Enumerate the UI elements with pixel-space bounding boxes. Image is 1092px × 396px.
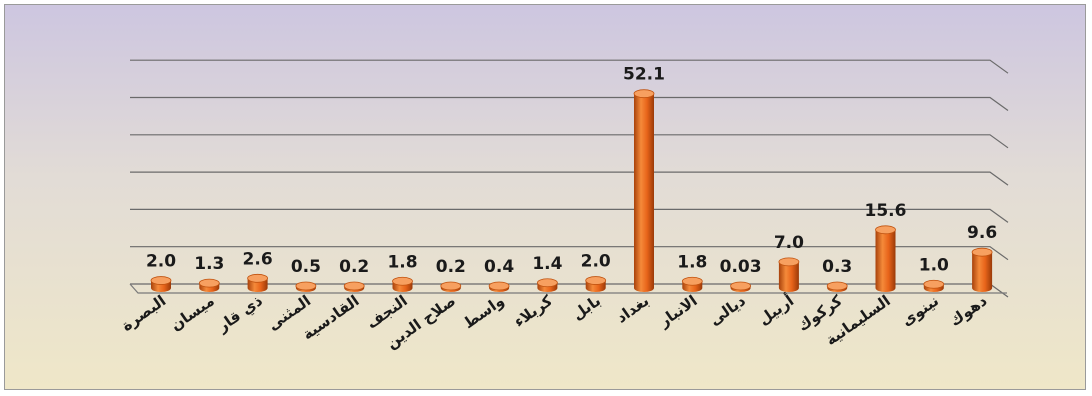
value-label: 1.8 xyxy=(387,252,417,272)
bar xyxy=(392,276,413,292)
value-label: 9.6 xyxy=(967,223,997,243)
bar xyxy=(923,279,945,292)
bar xyxy=(247,273,269,292)
bar xyxy=(778,257,800,292)
bar xyxy=(681,276,703,292)
category-label: الانبار xyxy=(655,292,701,332)
gridline xyxy=(130,96,1009,111)
bar xyxy=(537,278,558,292)
value-label: 0.3 xyxy=(822,257,852,277)
bar xyxy=(826,281,848,292)
gridlines xyxy=(129,59,1009,298)
chart-frame xyxy=(4,4,1086,390)
bar xyxy=(295,281,317,292)
bars xyxy=(150,89,993,293)
gridline xyxy=(130,246,1009,261)
bar xyxy=(488,281,510,292)
category-label: بابل xyxy=(569,292,604,324)
value-label: 0.2 xyxy=(339,257,369,277)
bar xyxy=(440,281,462,292)
value-label: 2.0 xyxy=(581,252,611,272)
bar xyxy=(730,281,751,292)
value-label: 1.8 xyxy=(677,252,707,272)
category-label: ديالى xyxy=(706,291,749,329)
value-label: 1.4 xyxy=(532,254,562,274)
category-label: واسط xyxy=(460,292,507,333)
bar xyxy=(585,276,607,292)
category-label: كربلاء xyxy=(510,291,556,330)
value-label: 7.0 xyxy=(774,233,804,253)
category-label: نينوى xyxy=(898,292,942,330)
value-label: 15.6 xyxy=(865,201,907,221)
value-label: 52.1 xyxy=(623,65,665,85)
bar xyxy=(875,225,896,292)
value-label: 2.6 xyxy=(243,249,273,269)
value-label: 0.5 xyxy=(291,257,321,277)
category-label: بغداد xyxy=(613,292,652,327)
gridline xyxy=(130,208,1009,223)
category-label: ميسان xyxy=(167,292,218,335)
value-label: 2.0 xyxy=(146,252,176,272)
floor-edge xyxy=(129,283,1007,294)
category-label: ذي قار xyxy=(213,291,267,336)
category-label: دهوك xyxy=(946,291,990,330)
gridline xyxy=(130,134,1009,149)
bar xyxy=(633,89,655,293)
value-label: 1.0 xyxy=(919,255,949,275)
bar xyxy=(343,281,365,292)
bar xyxy=(198,278,220,292)
value-label: 0.4 xyxy=(484,257,514,277)
category-label: أربيل xyxy=(754,291,797,329)
gridline xyxy=(130,59,1009,74)
gridline xyxy=(130,171,1009,186)
bar xyxy=(150,276,172,292)
value-label: 0.03 xyxy=(720,257,762,277)
category-label: البصرة xyxy=(118,292,169,335)
bar xyxy=(971,247,993,292)
value-label: 0.2 xyxy=(436,257,466,277)
value-label: 1.3 xyxy=(194,254,224,274)
value-labels: 2.0 1.3 2.6 0.5 0.2 1.8 0.2 0.4 1.4 2.0 52.1 1.8 0.0… xyxy=(146,65,997,277)
